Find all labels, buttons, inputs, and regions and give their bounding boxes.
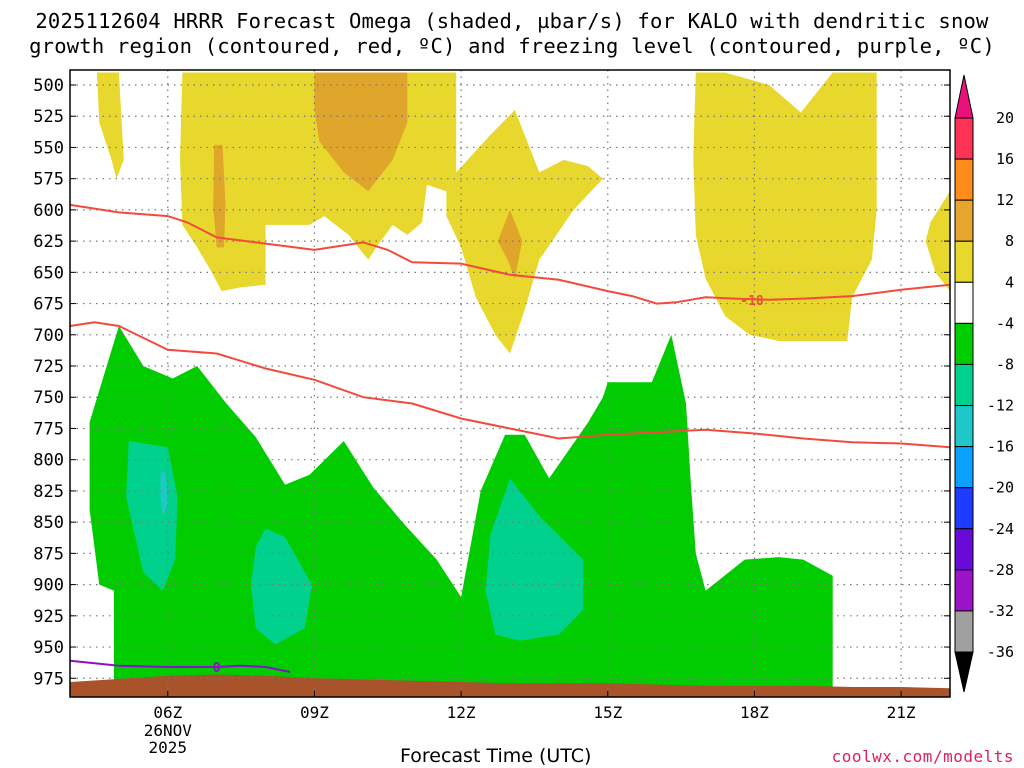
y-tick-label-500: 500 [33, 76, 64, 96]
omega-region-3 [693, 72, 877, 341]
x-tick-label-15Z: 15Z [593, 703, 622, 722]
contour-label-0: -18 [740, 294, 764, 309]
contour-line-2 [70, 659, 291, 673]
x-tick-label-09Z: 09Z [300, 703, 329, 722]
colorbar-segment-11 [954, 569, 974, 612]
y-tick-label-725: 725 [33, 357, 64, 377]
omega-region-11 [485, 478, 584, 641]
colorbar-label-9: -20 [987, 479, 1014, 497]
colorbar-label-7: -12 [987, 397, 1014, 415]
plot-area: -18 0 [70, 70, 950, 697]
colorbar-bottom-triangle [954, 651, 974, 693]
contour-label-2: 0 [213, 661, 221, 676]
omega-region-5 [314, 72, 408, 192]
colorbar-segment-1 [954, 158, 974, 201]
colorbar-label-5: -4 [996, 314, 1014, 332]
colorbar-segment-6 [954, 363, 974, 407]
colorbar-label-11: -28 [987, 561, 1014, 579]
colorbar-label-8: -16 [987, 438, 1014, 456]
colorbar-label-2: 12 [996, 191, 1014, 209]
y-tick-label-825: 825 [33, 482, 64, 502]
chart-title-line1: 2025112604 HRRR Forecast Omega (shaded, … [35, 9, 989, 33]
y-tick-label-775: 775 [33, 419, 64, 439]
y-tick-label-975: 975 [33, 669, 64, 689]
colorbar-segment-8 [954, 446, 974, 489]
y-tick-label-800: 800 [33, 451, 64, 471]
y-tick-label-700: 700 [33, 326, 64, 346]
x-tick-label-18Z: 18Z [740, 703, 769, 722]
credit-link[interactable]: coolwx.com/modelts [831, 747, 1014, 766]
colorbar-segment-2 [954, 199, 974, 242]
colorbar-segment-7 [954, 405, 974, 448]
y-tick-label-600: 600 [33, 201, 64, 221]
contour-line-1 [70, 321, 950, 449]
omega-region-2 [446, 110, 603, 354]
x-tick-sublabel-0: 26NOV [144, 721, 193, 740]
colorbar-segment-0 [954, 117, 974, 160]
colorbar-segment-12 [954, 610, 974, 653]
colorbar-segment-3 [954, 240, 974, 283]
contour-line-0 [70, 203, 950, 305]
terrain-fill [70, 674, 950, 697]
colorbar-top-triangle [954, 74, 974, 119]
y-tick-label-750: 750 [33, 388, 64, 408]
x-tick-label-12Z: 12Z [447, 703, 476, 722]
colorbar-segment-9 [954, 487, 974, 530]
colorbar-label-3: 8 [1005, 232, 1014, 250]
omega-region-7 [497, 209, 523, 279]
colorbar-segment-5 [954, 322, 974, 365]
colorbar-label-13: -36 [987, 643, 1014, 661]
plot-border [69, 69, 951, 698]
y-tick-label-525: 525 [33, 107, 64, 127]
y-tick-label-850: 850 [33, 513, 64, 533]
omega-region-4 [925, 191, 950, 292]
colorbar-label-10: -24 [987, 520, 1014, 538]
y-tick-label-550: 550 [33, 138, 64, 158]
y-tick-label-950: 950 [33, 638, 64, 658]
x-tick-label-06Z: 06Z [153, 703, 182, 722]
x-tick-label-21Z: 21Z [887, 703, 916, 722]
omega-region-0 [96, 72, 124, 179]
chart-title-line2: growth region (contoured, red, ºC) and f… [29, 34, 995, 58]
colorbar-label-4: 4 [1005, 273, 1014, 291]
omega-region-12 [160, 472, 168, 516]
x-axis-title: Forecast Time (UTC) [400, 745, 592, 767]
x-tick-sublabel-1: 2025 [149, 738, 188, 757]
y-tick-label-900: 900 [33, 576, 64, 596]
y-tick-label-625: 625 [33, 232, 64, 252]
y-tick-label-925: 925 [33, 607, 64, 627]
colorbar-segment-4 [954, 281, 974, 324]
colorbar-label-0: 20 [996, 109, 1014, 127]
omega-region-6 [213, 144, 226, 248]
colorbar-label-12: -32 [987, 602, 1014, 620]
colorbar-label-1: 16 [996, 150, 1014, 168]
colorbar-label-6: -8 [996, 355, 1014, 373]
y-tick-label-675: 675 [33, 295, 64, 315]
y-tick-label-650: 650 [33, 263, 64, 283]
y-tick-label-875: 875 [33, 544, 64, 564]
y-tick-label-575: 575 [33, 170, 64, 190]
colorbar-segment-10 [954, 528, 974, 571]
